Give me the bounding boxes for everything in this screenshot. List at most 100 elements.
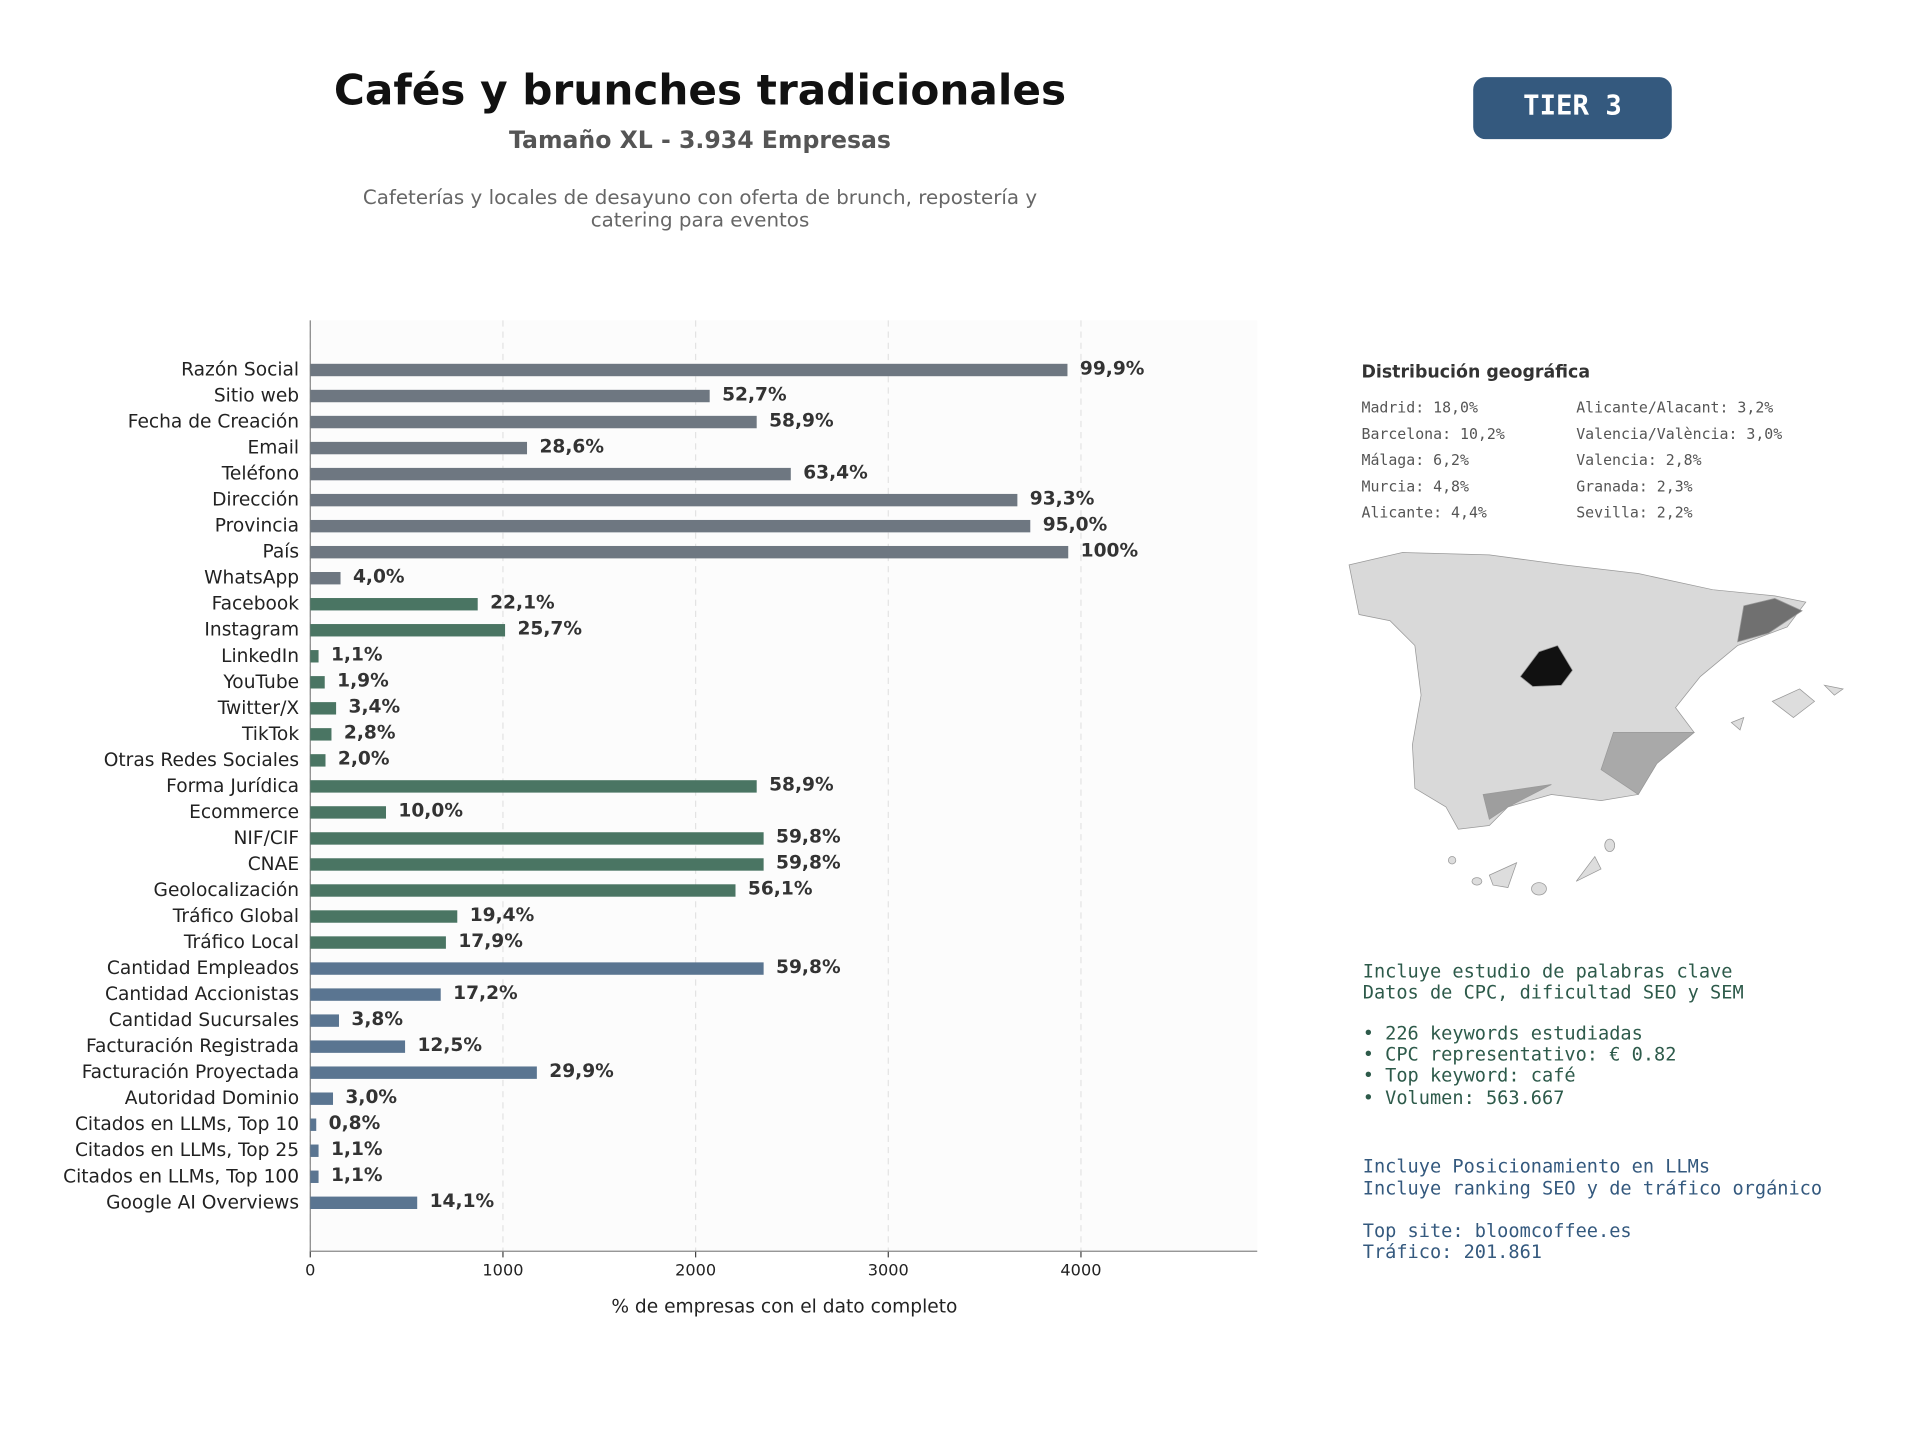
bar xyxy=(310,962,764,975)
y-tick-label: Razón Social xyxy=(181,360,299,381)
bar xyxy=(310,910,458,923)
badge: TIER 3 xyxy=(1523,90,1622,121)
data-label: 58,9% xyxy=(769,410,834,431)
y-tick-label: Fecha de Creación xyxy=(128,412,299,433)
data-label: 14,1% xyxy=(430,1191,495,1212)
data-label: 56,1% xyxy=(748,879,813,900)
data-label: 2,0% xyxy=(338,749,390,770)
y-tick-label: Cantidad Empleados xyxy=(107,958,299,979)
y-tick-label: Forma Jurídica xyxy=(166,776,299,797)
keyword-line: Datos de CPC, dificultad SEO y SEM xyxy=(1363,983,1744,1004)
badge-box xyxy=(1473,77,1672,140)
geo-item: Madrid: 18,0% xyxy=(1361,398,1477,416)
bar xyxy=(310,754,326,767)
map xyxy=(1348,552,1844,896)
keyword-line: • CPC representativo: € 0.82 xyxy=(1363,1045,1677,1066)
map-island xyxy=(1471,877,1483,886)
y-tick-label: Cantidad Sucursales xyxy=(109,1010,299,1031)
bar xyxy=(310,676,325,689)
y-tick-label: Email xyxy=(247,438,299,459)
map-region xyxy=(1600,732,1696,795)
keyword-line: • 226 keywords estudiadas xyxy=(1363,1024,1643,1045)
description: Cafeterías y locales de desayuno con ofe… xyxy=(363,186,1038,209)
x-tick-label: 4000 xyxy=(1060,1261,1101,1280)
bar xyxy=(310,988,441,1001)
data-label: 58,9% xyxy=(769,775,834,796)
data-label: 22,1% xyxy=(490,592,555,613)
bar xyxy=(310,806,386,819)
y-tick-label: LinkedIn xyxy=(221,646,299,667)
bar xyxy=(310,702,337,715)
description: catering para eventos xyxy=(591,209,810,232)
y-tick-label: Provincia xyxy=(215,516,299,537)
y-tick-label: Facturación Proyectada xyxy=(82,1062,299,1083)
map-island xyxy=(1488,862,1518,888)
llm-line: Incluye ranking SEO y de tráfico orgánic… xyxy=(1363,1179,1822,1200)
map-island xyxy=(1531,882,1547,896)
data-label: 1,1% xyxy=(331,645,383,666)
x-tick-label: 2000 xyxy=(675,1261,716,1280)
y-tick-label: Teléfono xyxy=(221,464,299,485)
llm-line: Tráfico: 201.861 xyxy=(1363,1242,1542,1263)
y-tick-label: Ecommerce xyxy=(189,802,299,823)
data-label: 25,7% xyxy=(517,619,582,640)
y-tick-label: NIF/CIF xyxy=(234,828,300,849)
data-label: 3,4% xyxy=(349,697,401,718)
bar xyxy=(310,728,332,741)
y-tick-label: CNAE xyxy=(248,854,299,875)
bar xyxy=(310,650,319,663)
y-tick-label: Otras Redes Sociales xyxy=(104,750,299,771)
data-label: 3,8% xyxy=(351,1009,403,1030)
bar xyxy=(310,467,791,481)
geo-item: Alicante: 4,4% xyxy=(1361,504,1486,522)
map-spain xyxy=(1348,552,1807,830)
y-tick-label: Sitio web xyxy=(214,386,299,407)
map-region xyxy=(1737,597,1803,643)
keyword-line: • Volumen: 563.667 xyxy=(1363,1088,1565,1109)
data-label: 99,9% xyxy=(1080,358,1145,379)
bar xyxy=(310,1170,319,1183)
bar xyxy=(310,389,710,403)
bar xyxy=(310,1014,339,1027)
y-tick-label: Dirección xyxy=(212,490,299,511)
bar xyxy=(310,545,1069,559)
y-tick-label: Citados en LLMs, Top 100 xyxy=(63,1166,299,1187)
data-label: 29,9% xyxy=(549,1061,614,1082)
geo-item: Sevilla: 2,2% xyxy=(1576,504,1692,522)
y-tick-label: Geolocalización xyxy=(154,880,300,901)
bar xyxy=(310,858,764,871)
keyword-line: • Top keyword: café xyxy=(1363,1066,1576,1087)
bar xyxy=(310,1118,317,1131)
geo-title: Distribución geográfica xyxy=(1361,362,1590,382)
data-label: 12,5% xyxy=(417,1035,482,1056)
bar xyxy=(310,832,764,845)
bar xyxy=(310,441,528,455)
bar xyxy=(310,936,446,949)
geo-item: Granada: 2,3% xyxy=(1576,477,1692,495)
y-tick-label: WhatsApp xyxy=(204,568,299,589)
data-label: 10,0% xyxy=(398,801,463,822)
y-tick-label: Facturación Registrada xyxy=(86,1036,299,1057)
x-tick-label: 0 xyxy=(305,1261,315,1280)
data-label: 1,1% xyxy=(331,1165,383,1186)
y-tick-label: Tráfico Global xyxy=(172,906,299,927)
data-label: 93,3% xyxy=(1030,488,1095,509)
y-tick-label: Autoridad Dominio xyxy=(125,1088,299,1109)
x-axis-label: % de empresas con el dato completo xyxy=(611,1297,957,1318)
bar xyxy=(310,1066,537,1079)
x-tick-label: 3000 xyxy=(868,1261,909,1280)
bar xyxy=(310,493,1018,507)
bar xyxy=(310,1144,319,1157)
data-label: 59,8% xyxy=(776,957,841,978)
y-tick-label: Instagram xyxy=(204,620,299,641)
bar xyxy=(310,1196,418,1209)
bar xyxy=(310,884,736,897)
geo-item: Murcia: 4,8% xyxy=(1361,477,1469,495)
map-island xyxy=(1823,684,1844,696)
bar xyxy=(310,598,478,611)
map-island xyxy=(1730,716,1745,731)
y-tick-label: TikTok xyxy=(241,724,299,745)
bar xyxy=(310,363,1068,377)
llm-line: Incluye Posicionamiento en LLMs xyxy=(1363,1156,1710,1177)
